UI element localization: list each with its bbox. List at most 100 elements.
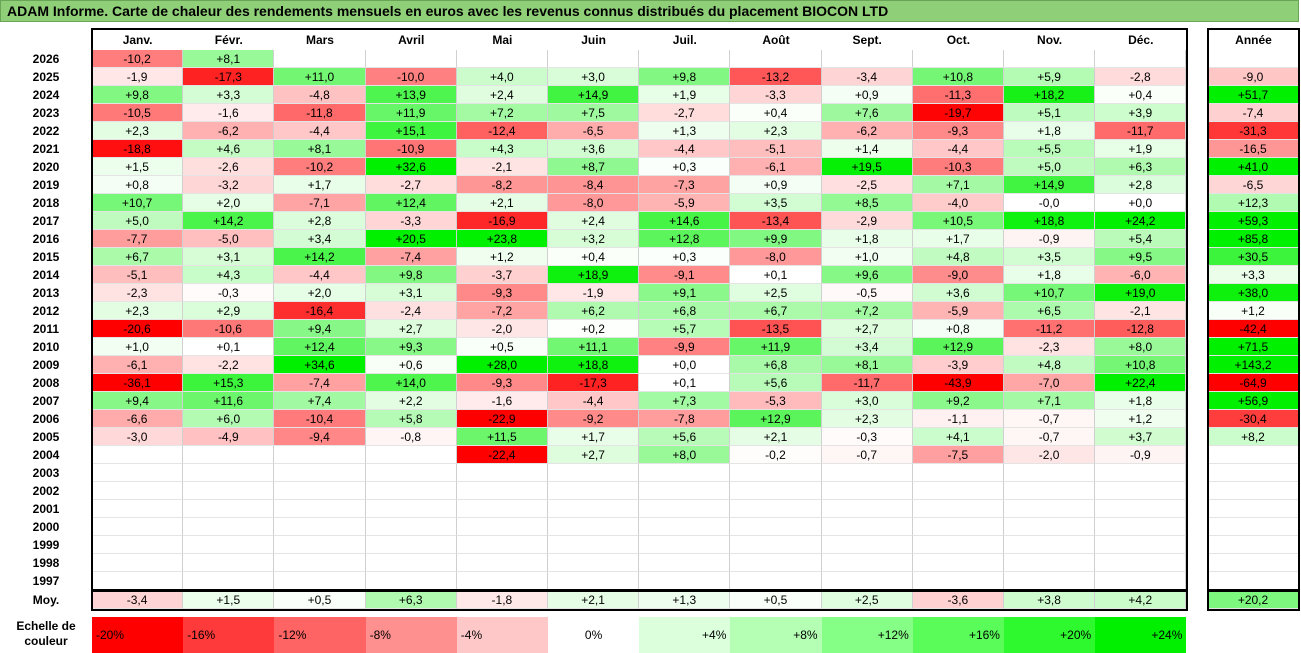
heatmap-cell: +0,4 [548, 248, 640, 266]
heatmap-cell: +24,2 [1095, 212, 1187, 230]
heatmap-cell: -7,4 [365, 248, 457, 266]
heatmap-cell: +0,2 [548, 320, 640, 338]
heatmap-cell: +7,5 [548, 104, 640, 122]
heatmap-cell: -4,0 [912, 194, 1004, 212]
heatmap-cell: +11,9 [365, 104, 457, 122]
heatmap-cell: -3,9 [912, 356, 1004, 374]
heatmap-cell: -22,9 [456, 410, 548, 428]
month-header: Déc. [1128, 33, 1154, 47]
heatmap-cell: +1,5 [92, 158, 184, 176]
heatmap-cell [821, 482, 913, 500]
heatmap-cell: -0,3 [183, 284, 275, 302]
year-label: 2011 [32, 322, 60, 336]
annual-cell [1208, 50, 1299, 68]
heatmap-cell: +4,3 [456, 140, 548, 158]
heatmap-cell: +11,5 [456, 428, 548, 446]
heatmap-cell: +6,5 [1004, 302, 1096, 320]
heatmap-cell [1095, 464, 1187, 482]
heatmap-cell: -6,0 [1095, 266, 1187, 284]
heatmap-cell: +14,2 [274, 248, 366, 266]
heatmap-cell: +4,3 [183, 266, 275, 284]
heatmap-cell: +2,5 [730, 284, 822, 302]
heatmap-cell: -19,7 [912, 104, 1004, 122]
heatmap-cell: +8,1 [183, 50, 275, 68]
heatmap-cell: +3,1 [365, 284, 457, 302]
month-header: Mai [492, 33, 513, 47]
heatmap-cell: -1,9 [548, 284, 640, 302]
heatmap-cell: +5,0 [1004, 158, 1096, 176]
heatmap-cell: +0,1 [183, 338, 275, 356]
heatmap-cell [92, 464, 184, 482]
heatmap-cell [548, 554, 640, 572]
average-cell: +4,2 [1095, 591, 1187, 609]
heatmap-cell [274, 554, 366, 572]
heatmap-cell [456, 554, 548, 572]
heatmap-cell: +18,8 [548, 356, 640, 374]
heatmap-cell: +1,0 [821, 248, 913, 266]
heatmap-cell: +3,2 [548, 230, 640, 248]
heatmap-cell: -7,0 [1004, 374, 1096, 392]
year-label: 2020 [32, 160, 60, 174]
annual-cell: +3,3 [1208, 266, 1299, 284]
heatmap-cell: +4,0 [456, 68, 548, 86]
heatmap-cell [912, 572, 1004, 590]
heatmap-cell: -1,6 [456, 392, 548, 410]
heatmap-cell [274, 518, 366, 536]
month-header: Sept. [852, 33, 882, 47]
heatmap-cell: +1,8 [1095, 392, 1187, 410]
heatmap-cell: -3,7 [456, 266, 548, 284]
average-cell: -1,8 [456, 591, 548, 609]
heatmap-cell: +2,8 [1095, 176, 1187, 194]
year-label: 2016 [32, 232, 60, 246]
heatmap-cell: +7,3 [639, 392, 731, 410]
heatmap-cell: +7,2 [456, 104, 548, 122]
heatmap-cell: +2,4 [456, 86, 548, 104]
heatmap-cell: -16,4 [274, 302, 366, 320]
year-label: 2023 [32, 106, 60, 120]
heatmap-cell [365, 536, 457, 554]
average-cell: +3,8 [1004, 591, 1096, 609]
annual-cell: -6,5 [1208, 176, 1299, 194]
heatmap-cell: +9,5 [1095, 248, 1187, 266]
page-title: ADAM Informe. Carte de chaleur des rende… [0, 0, 1299, 22]
heatmap-cell: +2,3 [92, 122, 184, 140]
average-annual-cell: +20,2 [1208, 591, 1299, 609]
heatmap-cell [821, 464, 913, 482]
heatmap-cell: -2,6 [183, 158, 275, 176]
average-cell: +2,5 [821, 591, 913, 609]
legend-swatch: +8% [730, 617, 822, 653]
heatmap-cell: -1,9 [92, 68, 184, 86]
year-label: 2004 [32, 448, 60, 462]
heatmap-cell: +14,9 [1004, 176, 1096, 194]
heatmap-cell: -8,0 [730, 248, 822, 266]
heatmap-cell [912, 554, 1004, 572]
heatmap-cell: -36,1 [92, 374, 184, 392]
heatmap-cell: +11,6 [183, 392, 275, 410]
annual-cell: +38,0 [1208, 284, 1299, 302]
heatmap-cell: -22,4 [456, 446, 548, 464]
heatmap-cell: +1,8 [1004, 122, 1096, 140]
heatmap-cell: +11,1 [548, 338, 640, 356]
year-label: 1999 [32, 538, 60, 552]
heatmap-cell: -9,0 [912, 266, 1004, 284]
annual-cell: +85,8 [1208, 230, 1299, 248]
heatmap-cell [1004, 464, 1096, 482]
heatmap-cell: +10,7 [92, 194, 184, 212]
annual-cell [1208, 464, 1299, 482]
year-label: 1997 [32, 574, 60, 588]
year-label: 2012 [32, 304, 60, 318]
heatmap-cell [1095, 554, 1187, 572]
heatmap-cell [639, 50, 731, 68]
heatmap-cell: +28,0 [456, 356, 548, 374]
heatmap-cell: +12,8 [639, 230, 731, 248]
heatmap-cell [548, 518, 640, 536]
heatmap-cell [821, 536, 913, 554]
heatmap-cell [639, 482, 731, 500]
heatmap-cell: +5,8 [365, 410, 457, 428]
heatmap-cell: -12,4 [456, 122, 548, 140]
year-label: 2019 [32, 178, 60, 192]
heatmap-cell: -2,2 [183, 356, 275, 374]
heatmap-cell [456, 500, 548, 518]
heatmap-cell: -11,7 [821, 374, 913, 392]
heatmap-cell [365, 464, 457, 482]
